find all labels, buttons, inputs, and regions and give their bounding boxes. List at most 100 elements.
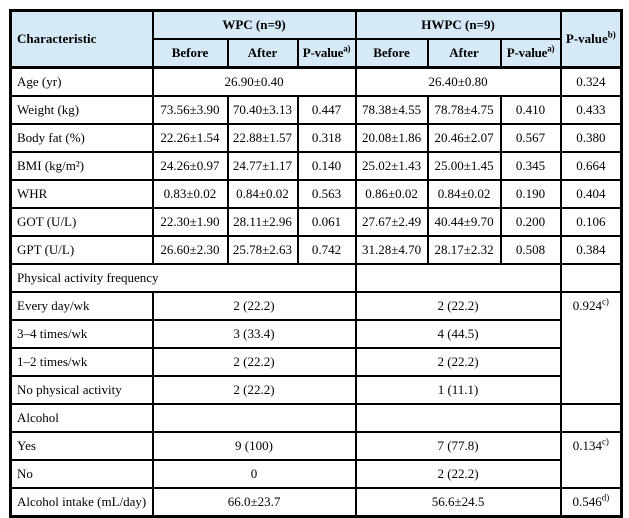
row-label: No physical activity <box>9 375 154 405</box>
pa-none-hwpc-value: 1 (11.1) <box>354 375 562 405</box>
alcohol-pvalue-b-value: 0.134 <box>572 438 602 453</box>
weight-wpc-after: 70.40±3.13 <box>226 95 299 125</box>
bodyfat-wpc-after: 22.88±1.57 <box>226 123 299 153</box>
pa-pvalue-b-sup: c) <box>601 296 609 307</box>
pvalue-a-sup: a) <box>343 43 351 54</box>
gpt-wpc-before: 26.60±2.30 <box>151 235 229 265</box>
header-hwpc-before: Before <box>354 38 429 69</box>
row-label: Body fat (%) <box>9 123 154 153</box>
got-wpc-before: 22.30±1.90 <box>151 207 229 237</box>
row-label: Weight (kg) <box>9 95 154 125</box>
pvalue-a-label: P-value <box>302 45 344 60</box>
whr-hwpc-before: 0.86±0.02 <box>354 179 429 209</box>
got-wpc-after: 28.11±2.96 <box>226 207 299 237</box>
weight-hwpc-pvalue: 0.410 <box>499 95 562 125</box>
bmi-wpc-after: 24.77±1.17 <box>226 151 299 181</box>
gpt-hwpc-before: 31.28±4.70 <box>354 235 429 265</box>
header-hwpc-after: After <box>426 38 502 69</box>
pa-3-4-wpc-value: 3 (33.4) <box>151 319 357 349</box>
row-label: GOT (U/L) <box>9 207 154 237</box>
pa-1-2-hwpc-value: 2 (22.2) <box>354 347 562 377</box>
got-pvalue-b: 0.106 <box>559 207 623 237</box>
header-wpc-group: WPC (n=9) <box>151 9 357 40</box>
header-characteristic: Characteristic <box>9 9 154 69</box>
empty-cell <box>559 263 623 293</box>
bmi-wpc-pvalue: 0.140 <box>296 151 357 181</box>
row-label: Every day/wk <box>9 291 154 321</box>
pa-every-hwpc-value: 2 (22.2) <box>354 291 562 321</box>
header-wpc-pvalue-a: P-valuea) <box>296 38 357 69</box>
alcohol-yes-hwpc-value: 7 (77.8) <box>354 431 562 461</box>
row-pa-1-2-times: 1–2 times/wk 2 (22.2) 2 (22.2) <box>9 347 622 377</box>
bodyfat-wpc-before: 22.26±1.54 <box>151 123 229 153</box>
header-group-row: Characteristic WPC (n=9) HWPC (n=9) P-va… <box>9 9 623 69</box>
bodyfat-hwpc-after: 20.46±2.07 <box>426 123 502 153</box>
gpt-hwpc-after: 28.17±2.32 <box>426 235 502 265</box>
got-hwpc-after: 40.44±9.70 <box>426 207 502 237</box>
row-age: Age (yr) 26.90±0.40 26.40±0.80 0.324 <box>9 66 623 97</box>
bodyfat-hwpc-pvalue: 0.567 <box>499 123 562 153</box>
row-got: GOT (U/L) 22.30±1.90 28.11±2.96 0.061 27… <box>9 207 623 237</box>
bmi-wpc-before: 24.26±0.97 <box>151 151 229 181</box>
bmi-hwpc-after: 25.00±1.45 <box>426 151 502 181</box>
bmi-pvalue-b: 0.664 <box>559 151 623 181</box>
bodyfat-wpc-pvalue: 0.318 <box>296 123 357 153</box>
subject-characteristics-table: Characteristic WPC (n=9) HWPC (n=9) P-va… <box>9 9 624 518</box>
row-pa-3-4-times: 3–4 times/wk 3 (33.4) 4 (44.5) <box>9 319 622 349</box>
alcohol-no-wpc-value: 0 <box>151 459 357 489</box>
age-hwpc-value: 26.40±0.80 <box>354 66 562 97</box>
alcohol-intake-pvalue-b: 0.546d) <box>559 487 623 518</box>
got-hwpc-before: 27.67±2.49 <box>354 207 429 237</box>
alcohol-intake-hwpc-value: 56.6±24.5 <box>354 487 562 518</box>
row-alcohol-section: Alcohol <box>9 403 623 433</box>
alcohol-yes-wpc-value: 9 (100) <box>151 431 357 461</box>
header-wpc-before: Before <box>151 38 229 69</box>
pvalue-b-sup: b) <box>607 29 616 40</box>
pa-every-wpc-value: 2 (22.2) <box>151 291 357 321</box>
whr-wpc-pvalue: 0.563 <box>296 179 357 209</box>
bodyfat-hwpc-before: 20.08±1.86 <box>354 123 429 153</box>
alcohol-intake-pvalue-b-value: 0.546 <box>572 494 602 509</box>
got-hwpc-pvalue: 0.200 <box>499 207 562 237</box>
header-hwpc-pvalue-a: P-valuea) <box>499 38 562 69</box>
section-label-alcohol: Alcohol <box>9 403 154 433</box>
alcohol-intake-pvalue-b-sup: d) <box>601 492 610 503</box>
weight-pvalue-b: 0.433 <box>559 95 623 125</box>
header-wpc-after: After <box>226 38 299 69</box>
row-label: 3–4 times/wk <box>9 319 154 349</box>
row-label: No <box>9 459 154 489</box>
whr-pvalue-b: 0.404 <box>559 179 623 209</box>
empty-cell <box>151 403 357 433</box>
pa-none-wpc-value: 2 (22.2) <box>151 375 357 405</box>
pa-3-4-hwpc-value: 4 (44.5) <box>354 319 562 349</box>
pa-pvalue-b: 0.924c) <box>559 291 623 405</box>
row-physical-activity-section: Physical activity frequency <box>9 263 623 293</box>
row-label: 1–2 times/wk <box>9 347 154 377</box>
alcohol-pvalue-b-sup: c) <box>601 436 609 447</box>
header-sub-row: Before After P-valuea) Before After P-va… <box>11 38 622 69</box>
table-header: Characteristic WPC (n=9) HWPC (n=9) P-va… <box>9 9 623 69</box>
bmi-hwpc-before: 25.02±1.43 <box>354 151 429 181</box>
row-label: Age (yr) <box>9 66 154 97</box>
bmi-hwpc-pvalue: 0.345 <box>499 151 562 181</box>
empty-cell <box>354 263 562 293</box>
empty-cell <box>354 403 562 433</box>
pa-1-2-wpc-value: 2 (22.2) <box>151 347 357 377</box>
age-wpc-value: 26.90±0.40 <box>151 66 357 97</box>
pvalue-a-sup: a) <box>547 43 555 54</box>
page: Characteristic WPC (n=9) HWPC (n=9) P-va… <box>9 9 624 518</box>
gpt-hwpc-pvalue: 0.508 <box>499 235 562 265</box>
row-alcohol-no: No 0 2 (22.2) <box>9 459 622 489</box>
empty-cell <box>559 403 623 433</box>
gpt-pvalue-b: 0.384 <box>559 235 623 265</box>
section-label-physical-activity: Physical activity frequency <box>9 263 357 293</box>
row-alcohol-intake: Alcohol intake (mL/day) 66.0±23.7 56.6±2… <box>9 487 623 518</box>
whr-wpc-after: 0.84±0.02 <box>226 179 299 209</box>
row-label: BMI (kg/m²) <box>9 151 154 181</box>
pvalue-b-label: P-value <box>565 31 608 46</box>
row-bodyfat: Body fat (%) 22.26±1.54 22.88±1.57 0.318… <box>9 123 623 153</box>
pvalue-a-label: P-value <box>506 45 548 60</box>
weight-hwpc-before: 78.38±4.55 <box>354 95 429 125</box>
row-pa-none: No physical activity 2 (22.2) 1 (11.1) <box>9 375 622 405</box>
row-whr: WHR 0.83±0.02 0.84±0.02 0.563 0.86±0.02 … <box>9 179 623 209</box>
